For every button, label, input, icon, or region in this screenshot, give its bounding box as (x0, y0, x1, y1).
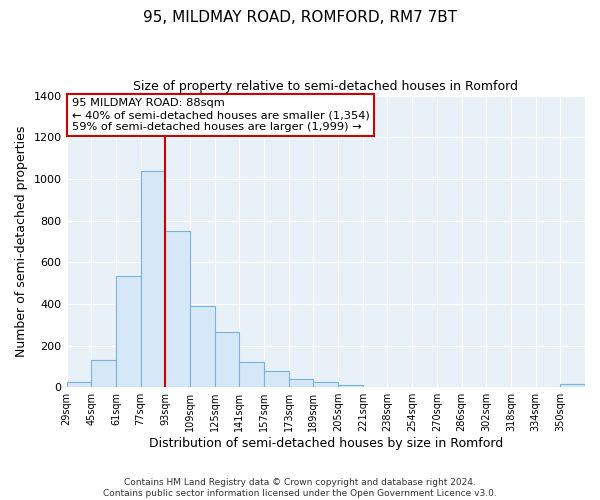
Text: 95 MILDMAY ROAD: 88sqm
← 40% of semi-detached houses are smaller (1,354)
59% of : 95 MILDMAY ROAD: 88sqm ← 40% of semi-det… (72, 98, 370, 132)
Bar (215, 332, 239, 387)
Text: 95, MILDMAY ROAD, ROMFORD, RM7 7BT: 95, MILDMAY ROAD, ROMFORD, RM7 7BT (143, 10, 457, 25)
Bar (91, 360, 116, 387)
Bar (338, 385, 363, 387)
Text: Contains HM Land Registry data © Crown copyright and database right 2024.
Contai: Contains HM Land Registry data © Crown c… (103, 478, 497, 498)
Bar (289, 379, 313, 387)
Bar (560, 384, 585, 387)
Bar (190, 306, 215, 387)
Bar (264, 370, 289, 387)
Bar (67, 382, 91, 387)
Bar (313, 382, 338, 387)
Title: Size of property relative to semi-detached houses in Romford: Size of property relative to semi-detach… (133, 80, 518, 93)
Bar (239, 362, 264, 387)
X-axis label: Distribution of semi-detached houses by size in Romford: Distribution of semi-detached houses by … (149, 437, 503, 450)
Bar (165, 231, 190, 387)
Bar (140, 170, 165, 387)
Y-axis label: Number of semi-detached properties: Number of semi-detached properties (15, 126, 28, 357)
Bar (116, 276, 140, 387)
